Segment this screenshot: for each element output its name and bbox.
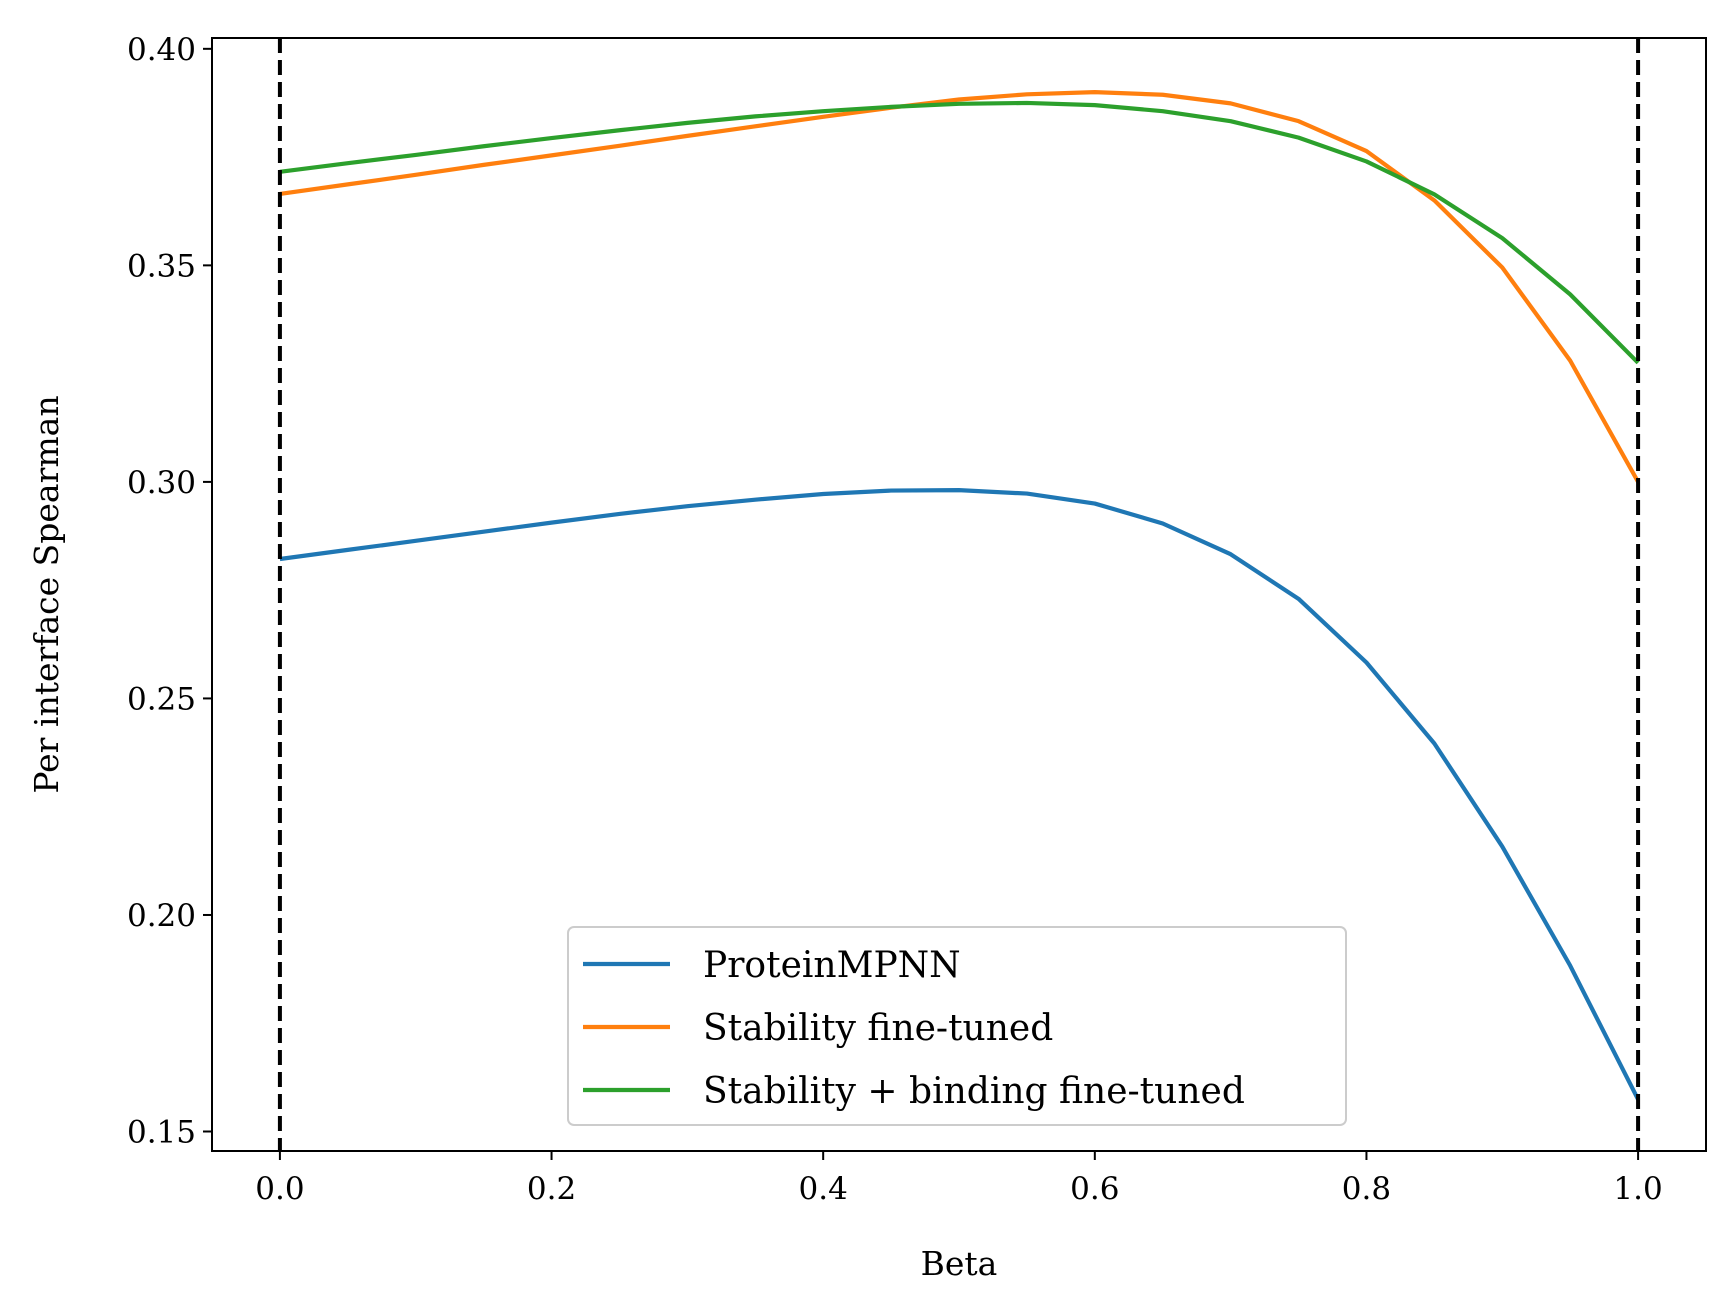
x-tick-label: 1.0 <box>1613 1171 1662 1207</box>
legend-label-2: Stability fine-tuned <box>703 1008 1053 1049</box>
y-axis-title: Per interface Spearman <box>27 395 66 793</box>
y-tick-label: 0.40 <box>127 32 196 68</box>
x-tick-label: 0.8 <box>1342 1171 1391 1207</box>
axes: 0.0 0.2 0.4 0.6 0.8 1.0 0.15 0.20 0.25 0.30 0.35 0.… <box>27 32 1707 1283</box>
x-tick-label: 0.6 <box>1070 1171 1119 1207</box>
x-axis-title: Beta <box>921 1244 998 1283</box>
x-tick-label: 0.4 <box>799 1171 848 1207</box>
y-tick-label: 0.15 <box>127 1115 196 1151</box>
plot-area <box>277 38 1641 1151</box>
y-tick-label: 0.30 <box>127 465 196 501</box>
x-tick-label: 0.2 <box>527 1171 576 1207</box>
legend-label-1: ProteinMPNN <box>703 945 961 986</box>
y-tick-label: 0.35 <box>127 248 196 284</box>
y-tick-label: 0.25 <box>127 681 196 717</box>
legend-box <box>567 926 1347 1126</box>
x-tick-label: 0.0 <box>255 1171 304 1207</box>
series-line-1 <box>279 488 1640 1101</box>
series-line-3 <box>279 100 1640 365</box>
axes-frame <box>211 37 1707 1152</box>
y-tick-label: 0.20 <box>127 898 196 934</box>
legend-label-3: Stability + binding fine-tuned <box>703 1071 1245 1112</box>
legend: ProteinMPNN Stability fine-tuned Stability… <box>567 926 1347 1126</box>
